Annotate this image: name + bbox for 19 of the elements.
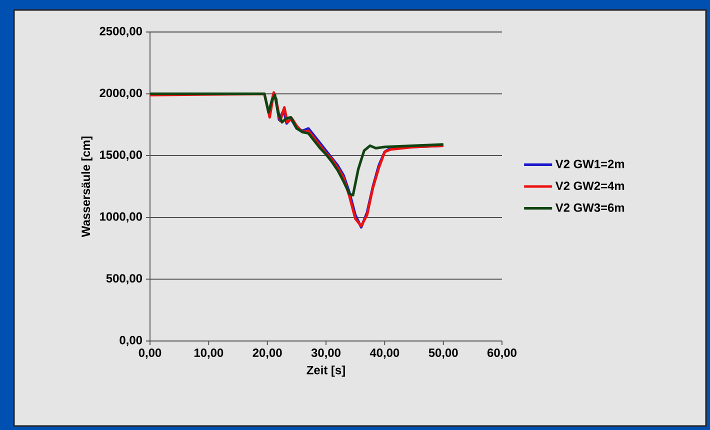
x-tick-label: 0,00 (138, 348, 162, 359)
legend-label: V2 GW1=2m (555, 160, 624, 168)
y-tick-label: 2000,00 (100, 88, 142, 99)
legend-label: V2 GW2=4m (555, 182, 624, 190)
x-tick-label: 10,00 (194, 348, 224, 359)
x-tick-label: 20,00 (252, 348, 282, 359)
y-tick-label: 1000,00 (100, 212, 142, 222)
y-tick-label: 0,00 (120, 336, 142, 346)
x-tick-label: 60,00 (487, 348, 516, 359)
y-tick-label: 500,00 (106, 274, 142, 284)
x-axis-title: Zeit [s] (306, 366, 345, 377)
x-tick-label: 40,00 (370, 348, 400, 359)
y-axis-title: Wassersäule [cm] (81, 136, 92, 238)
y-tick-label: 1500,00 (100, 150, 142, 161)
x-tick-label: 50,00 (428, 348, 458, 359)
legend-label: V2 GW3=6m (555, 203, 624, 212)
x-tick-label: 30,00 (311, 348, 340, 359)
y-tick-label: 2500,00 (100, 26, 142, 38)
line-series (150, 92, 445, 196)
